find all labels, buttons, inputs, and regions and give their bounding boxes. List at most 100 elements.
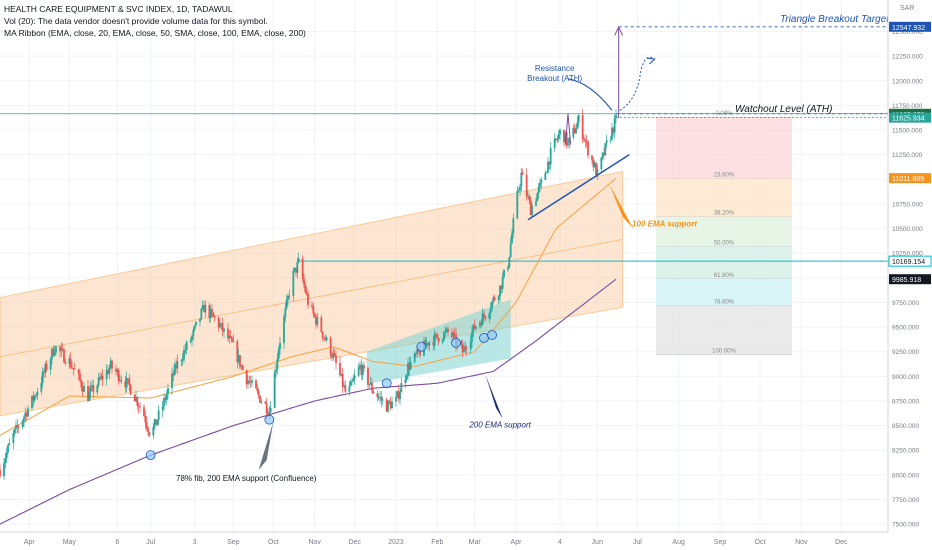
candle-body [404,379,407,383]
candle-body [511,233,513,244]
time-tick-label: Jul [633,539,642,546]
candle-body [331,355,333,358]
symbol-title[interactable]: HEALTH CARE EQUIPMENT & SVC INDEX, 1D, T… [4,4,233,14]
candle-body [239,355,241,368]
candle-body [432,342,435,346]
candle-body [340,373,343,376]
candle-body [609,139,612,141]
price-tick-label: 9250.000 [892,349,919,356]
candle-body [399,392,401,400]
price-label-badge [889,274,931,285]
candle-body [256,388,259,392]
candle-body [119,380,121,382]
time-tick-label: 3 [193,539,197,546]
price-tick-label: 12250.000 [892,54,923,61]
candle-body [135,397,137,402]
candle-body [79,373,81,381]
price-tick-label: 9000.000 [892,374,919,381]
candle-body [492,297,495,302]
candle-body [171,373,173,389]
candle-body [257,391,260,396]
price-tick-label: 8750.000 [892,398,919,405]
candle-body [428,342,431,346]
candle-body [435,333,437,335]
candle-body [409,361,412,370]
candle-body [500,285,503,289]
candle-body [307,293,309,305]
candle-body [320,317,323,332]
candle-body [567,142,569,146]
support-marker [416,341,427,352]
candle-body [424,340,427,346]
candle-body [208,304,211,319]
time-axis-bg [0,532,932,550]
candle-body [343,385,345,387]
candle-body [324,337,327,341]
candle-body [371,382,373,392]
candle-body [613,118,616,133]
candle-body [427,342,429,346]
candle-body [157,410,160,421]
candle-body [520,172,523,187]
time-tick-label: Mar [469,539,482,546]
candle-body [287,295,289,300]
candle-body [167,388,169,395]
fib-level-label: 23.60% [714,172,735,178]
candle-body [593,162,596,168]
currency-label: SAR [900,5,914,12]
candle-body [80,380,83,388]
ma-ribbon-label[interactable]: MA Ribbon (EMA, close, 20, EMA, close, 5… [4,28,306,38]
candle-body [268,412,271,415]
candle-body [260,401,263,403]
candle-body [220,323,223,325]
candle-body [349,381,352,387]
candle-body [199,318,201,322]
candle-body [348,386,351,392]
candle-body [152,427,155,436]
candle-body [397,391,400,400]
candle-body [228,335,231,339]
candle-body [305,292,308,294]
candle-body [53,352,56,356]
candle-body [183,349,185,360]
candle-body [501,277,504,289]
candle-body [109,360,112,369]
candle-body [251,380,253,383]
fib-level-label: 50.00% [714,240,735,246]
time-tick-label: Nov [308,539,321,546]
candle-body [444,331,447,333]
candle-body [17,427,20,428]
volume-indicator-label[interactable]: Vol (20): The data vendor doesn't provid… [4,16,268,26]
candle-body [576,122,579,130]
candle-body [139,406,141,408]
candle-body [0,469,1,477]
price-label-text: 9985.918 [892,277,921,284]
candle-body [264,401,267,404]
candle-body [83,385,85,392]
candle-body [489,308,492,314]
candle-body [87,385,89,402]
candle-body [33,395,36,401]
time-tick-label: Feb [431,539,443,546]
candle-body [245,370,248,385]
time-tick-label: 4 [558,539,562,546]
candle-body [575,129,577,134]
candle-body [529,200,532,216]
candle-body [71,367,73,369]
price-tick-label: 11500.000 [892,128,923,135]
price-tick-label: 9750.000 [892,300,919,307]
candle-body [145,422,148,428]
candle-body [99,377,101,379]
candle-body [503,269,505,278]
candle-body [23,416,25,421]
price-tick-label: 11250.000 [892,152,923,159]
candle-body [321,331,324,338]
candle-body [295,267,297,273]
candle-body [175,364,177,369]
fib-zone [656,216,792,247]
candle-body [555,138,557,140]
candle-body [15,425,17,430]
candle-body [452,333,455,338]
candle-body [108,368,111,374]
